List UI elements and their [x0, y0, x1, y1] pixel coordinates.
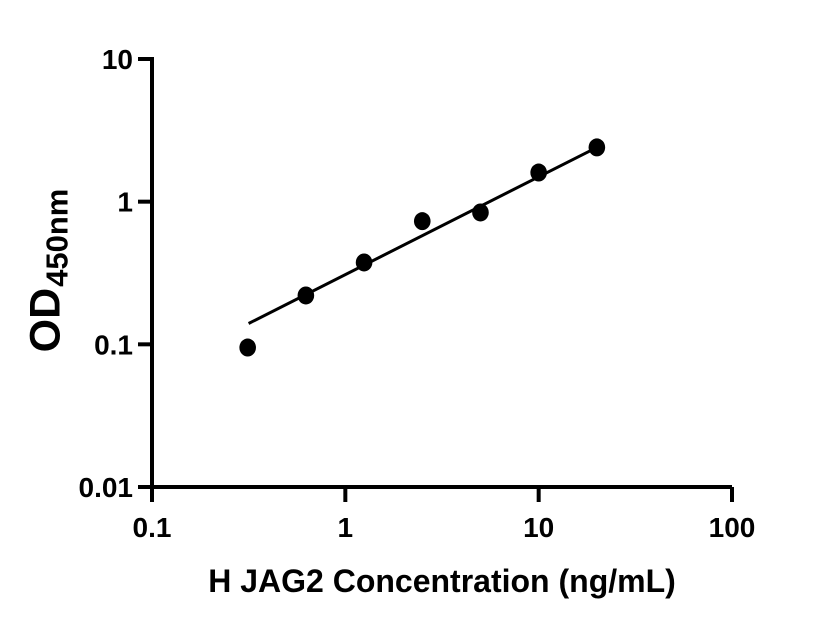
y-tick-label: 10 — [102, 44, 133, 75]
x-axis-title: H JAG2 Concentration (ng/mL) — [208, 563, 676, 599]
x-tick-label: 10 — [523, 512, 554, 543]
data-point — [297, 286, 315, 305]
y-axis-title-subscript: 450nm — [39, 188, 75, 287]
y-tick-label: 1 — [117, 187, 133, 218]
axis-spines — [150, 57, 732, 489]
data-point — [530, 163, 547, 182]
y-tick-label: 0.1 — [94, 329, 133, 360]
data-point — [355, 253, 373, 272]
data-point — [588, 138, 606, 157]
x-tick-label: 100 — [709, 512, 756, 543]
x-tick-label: 0.1 — [133, 512, 172, 543]
y-tick-label: 0.01 — [79, 472, 134, 503]
y-axis-title-main: OD — [21, 287, 70, 353]
y-axis-title: OD 450nm — [21, 189, 75, 353]
data-point — [413, 212, 431, 231]
data-point — [239, 338, 256, 357]
x-tick-label: 1 — [338, 512, 354, 543]
data-point — [472, 203, 489, 222]
